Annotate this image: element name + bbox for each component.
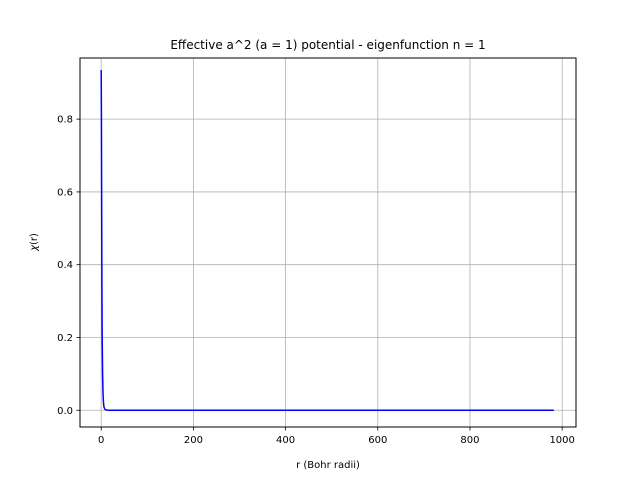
x-axis-label: r (Bohr radii) xyxy=(296,460,360,471)
series-line xyxy=(100,70,554,412)
y-axis-label-symbol: χ xyxy=(29,244,40,252)
chart-title: Effective a^2 (a = 1) potential - eigenf… xyxy=(170,38,485,52)
x-tick-label: 400 xyxy=(276,435,295,446)
x-axis-ticks: 0 200 400 600 800 1000 xyxy=(98,427,575,446)
x-tick-label: 0 xyxy=(98,435,104,446)
x-tick-label: 800 xyxy=(460,435,479,446)
y-tick-label: 0.4 xyxy=(57,260,73,271)
series-layer xyxy=(100,70,554,412)
y-axis-label-arg: (r) xyxy=(29,233,40,245)
y-tick-label: 0.2 xyxy=(57,333,73,344)
y-tick-label: 0.6 xyxy=(57,187,73,198)
y-tick-label: 0.0 xyxy=(57,406,73,417)
y-axis-ticks: 0.0 0.2 0.4 0.6 0.8 xyxy=(57,115,80,417)
plot-frame xyxy=(79,57,577,428)
y-axis-label: χ(r) xyxy=(29,233,40,252)
x-tick-label: 1000 xyxy=(549,435,574,446)
y-tick-label: 0.8 xyxy=(57,115,73,126)
x-tick-label: 600 xyxy=(368,435,387,446)
x-tick-label: 200 xyxy=(184,435,203,446)
